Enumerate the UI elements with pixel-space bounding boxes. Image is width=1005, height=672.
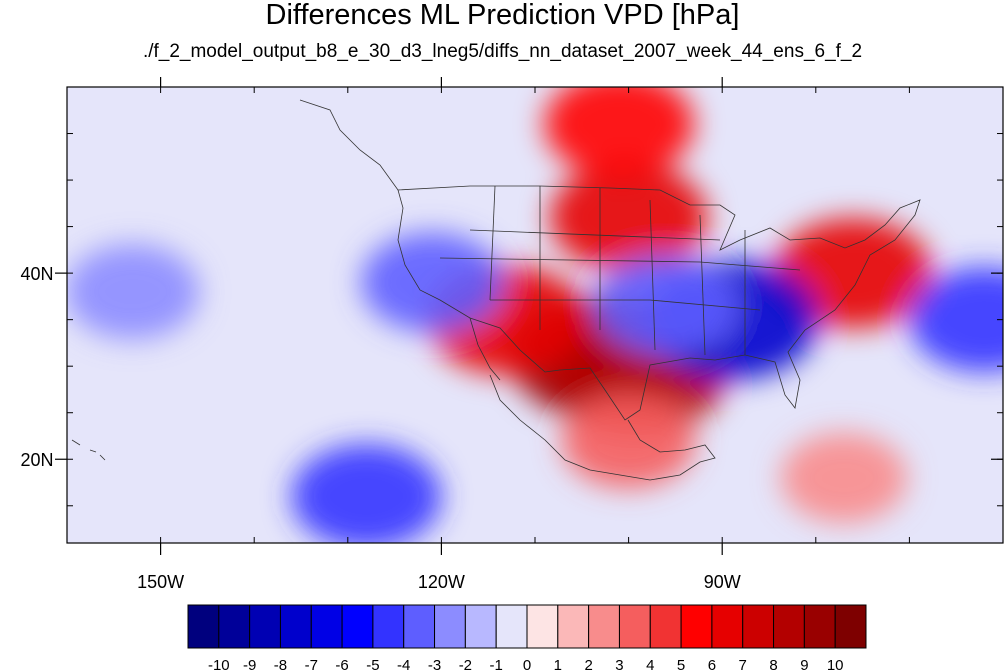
hawaii	[71, 439, 106, 461]
field-blob	[361, 232, 504, 333]
state-lines-v5	[699, 214, 706, 356]
colorbar-swatch	[588, 604, 620, 649]
colorbar-swatch	[557, 604, 590, 649]
field-blob	[67, 244, 200, 340]
field-blob	[909, 267, 1003, 373]
state-lines-h1	[469, 229, 721, 241]
colorbar-label: 0	[523, 657, 531, 672]
us-outline	[397, 185, 921, 421]
colorbar-label: 1	[554, 657, 562, 672]
baja-outline	[469, 317, 501, 381]
colorbar-swatch	[372, 604, 405, 649]
field-blobs	[67, 87, 1003, 543]
field-blob	[291, 443, 442, 543]
colorbar-swatch	[279, 604, 312, 649]
colorbar-label: -8	[274, 657, 287, 672]
colorbar-label: 7	[739, 657, 747, 672]
colorbar-label: -1	[490, 657, 503, 672]
country-state-borders	[71, 99, 921, 481]
colorbar-swatch	[495, 604, 528, 649]
field-blob	[549, 162, 708, 273]
field-blob	[544, 87, 695, 177]
y-tick-label: 40N	[20, 264, 53, 284]
colorbar-swatch	[711, 604, 744, 649]
colorbar-swatch	[649, 604, 682, 649]
colorbar-label: -3	[428, 657, 441, 672]
field-blob	[561, 393, 696, 489]
colorbar-label: -7	[305, 657, 318, 672]
colorbar-swatch	[403, 604, 436, 649]
chart-subtitle: ./f_2_model_output_b8_e_30_d3_lneg5/diff…	[142, 41, 863, 62]
colorbar-swatch	[803, 604, 836, 649]
colorbar-label: -5	[366, 657, 379, 672]
colorbar-swatch	[187, 604, 220, 649]
colorbar-swatch	[618, 604, 651, 649]
colorbar-swatch	[742, 604, 775, 649]
mexico-outline	[489, 374, 716, 481]
colorbar-label: 6	[708, 657, 716, 672]
state-lines-v4	[649, 199, 656, 351]
colorbar: -10 -9 -8 -7 -6 -5 -4 -3 -2 -1 0 1 2 3 4 5 6 7 8 9 10	[187, 604, 867, 672]
colorbar-swatch	[341, 604, 374, 649]
axes: 150W 120W 90W 40N 20N	[20, 77, 1004, 592]
x-tick-label: 150W	[137, 572, 184, 592]
state-lines-v1	[489, 185, 496, 301]
colorbar-label: -6	[335, 657, 348, 672]
colorbar-label: -9	[243, 657, 256, 672]
colorbar-swatch	[310, 604, 343, 649]
y-tick-label: 20N	[20, 450, 53, 470]
colorbar-label: 8	[769, 657, 777, 672]
colorbar-swatch	[434, 604, 466, 649]
field-blob	[595, 255, 738, 356]
colorbar-swatch	[834, 604, 867, 649]
chart-title: Differences ML Prediction VPD [hPa]	[265, 0, 740, 31]
colorbar-label: -10	[208, 657, 230, 672]
colorbar-label: -4	[397, 657, 410, 672]
colorbar-swatch	[249, 604, 281, 649]
x-tick-label: 120W	[418, 572, 465, 592]
field-blob-group	[67, 87, 1003, 543]
state-lines-h2	[439, 257, 801, 271]
state-lines-h3	[490, 299, 761, 311]
colorbar-label: 10	[827, 657, 844, 672]
colorbar-swatch	[526, 604, 559, 649]
colorbar-swatch	[464, 604, 497, 649]
colorbar-swatch	[680, 604, 713, 649]
colorbar-label: 3	[615, 657, 623, 672]
colorbar-swatch	[773, 604, 805, 649]
map-area	[66, 86, 1004, 544]
colorbar-label: -2	[459, 657, 472, 672]
canada-coast	[299, 99, 399, 191]
colorbar-label: 2	[584, 657, 592, 672]
colorbar-label: 9	[800, 657, 808, 672]
colorbar-swatch	[218, 604, 251, 649]
colorbar-label: 4	[646, 657, 654, 672]
colorbar-label: 5	[677, 657, 685, 672]
field-blob	[780, 432, 907, 523]
x-tick-label: 90W	[704, 572, 741, 592]
